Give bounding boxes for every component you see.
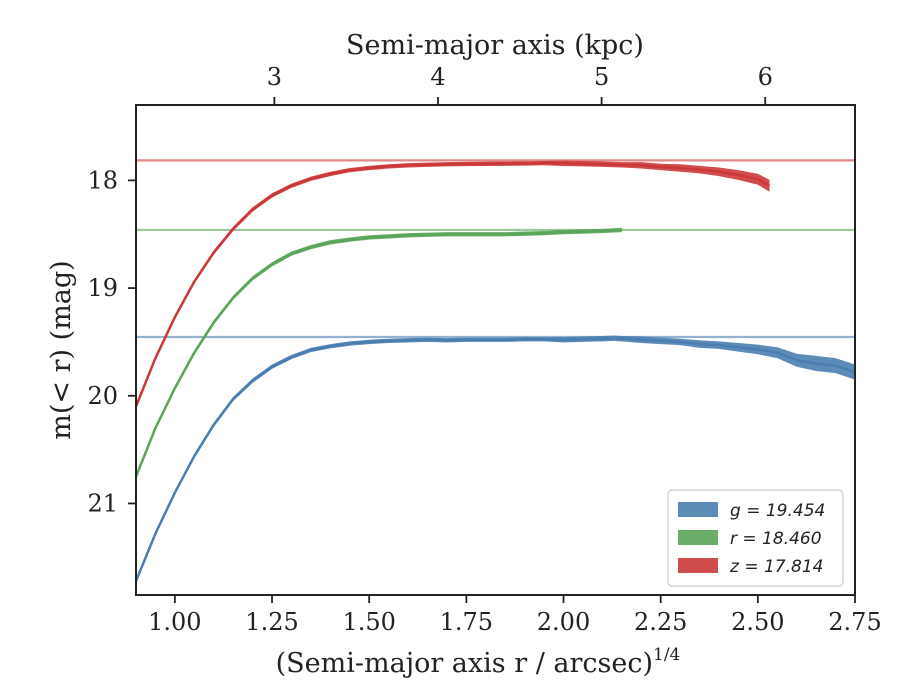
top-tick-label: 4 [430,63,445,91]
series-band-z [136,160,770,409]
x-tick-label: 1.00 [148,608,201,636]
y-tick-label: 18 [87,166,118,194]
y-axis-title: m(< r) (mag) [46,260,77,439]
top-tick-label: 5 [594,63,609,91]
x-tick-label: 1.50 [342,608,395,636]
series-line-g [136,336,855,582]
series-line-z [136,161,771,408]
series-band-g [136,335,855,584]
legend-label-z: z = 17.814 [729,557,823,577]
x-axis-title-superscript: 1/4 [653,645,680,665]
legend: g = 19.454 r = 18.460 z = 17.814 [667,489,844,587]
series-line-r [136,228,622,478]
series-layer [136,159,855,584]
x-axis-title-main: (Semi-major axis r / arcsec) [276,648,653,679]
x-tick-label: 1.75 [440,608,493,636]
axis-ticks: 1.00 1.25 1.50 1.75 2.00 2.25 2.50 2.75 18 19 20 21… [87,63,881,636]
x-tick-label: 2.75 [828,608,881,636]
legend-label-g: g = 19.454 [730,501,825,521]
y-tick-label: 20 [87,382,118,410]
top-tick-label: 3 [267,63,282,91]
x-tick-label: 2.50 [731,608,784,636]
x-axis-title-bottom: (Semi-major axis r / arcsec)1/4 [276,645,681,679]
y-tick-label: 21 [87,489,118,517]
legend-swatch-z [678,558,718,573]
x-axis-title-top: Semi-major axis (kpc) [346,30,644,61]
legend-swatch-g [678,502,718,517]
legend-swatch-r [678,530,718,545]
series-band-r [136,227,622,479]
top-tick-label: 6 [758,63,773,91]
x-tick-label: 1.25 [245,608,298,636]
plot-frame [135,104,856,596]
legend-label-r: r = 18.460 [730,529,822,549]
y-tick-label: 19 [87,274,118,302]
plot-area [136,159,855,584]
x-tick-label: 2.25 [634,608,687,636]
x-tick-label: 2.00 [537,608,590,636]
